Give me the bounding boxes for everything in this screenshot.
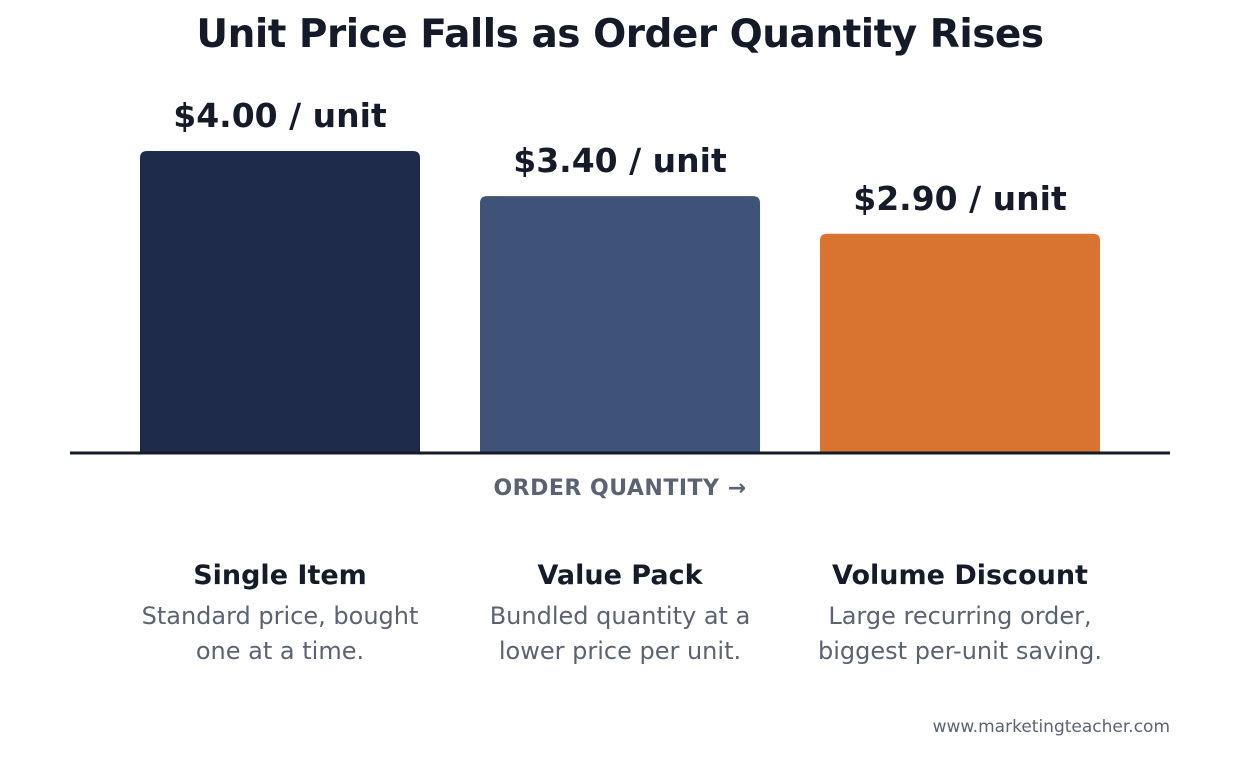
category-name: Single Item: [193, 560, 367, 591]
category-description: Large recurring order, biggest per-unit …: [800, 599, 1120, 669]
bar-value-label: $2.90 / unit: [853, 179, 1067, 218]
chart-title: Unit Price Falls as Order Quantity Rises: [196, 12, 1044, 57]
bar-value-label: $4.00 / unit: [173, 96, 387, 135]
source-credit: www.marketingteacher.com: [932, 717, 1170, 737]
bar-value-pack: [480, 196, 760, 452]
category-name: Value Pack: [537, 560, 703, 591]
category-block-single-item: Single Item Standard price, bought one a…: [120, 560, 440, 669]
category-block-value-pack: Value Pack Bundled quantity at a lower p…: [460, 560, 780, 669]
bar-volume-discount: [820, 233, 1100, 452]
category-description-line: biggest per-unit saving.: [818, 637, 1102, 665]
category-description-line: one at a time.: [195, 637, 365, 665]
x-axis-label: ORDER QUANTITY →: [493, 476, 747, 501]
category-description: Bundled quantity at a lower price per un…: [460, 599, 780, 669]
category-description-line: Large recurring order,: [828, 602, 1092, 630]
category-block-volume-discount: Volume Discount Large recurring order, b…: [800, 560, 1120, 669]
category-name: Volume Discount: [832, 560, 1088, 591]
category-description-line: Bundled quantity at a: [489, 602, 751, 630]
category-description: Standard price, bought one at a time.: [120, 599, 440, 669]
category-description-line: Standard price, bought: [141, 602, 419, 630]
category-description-line: lower price per unit.: [498, 637, 742, 665]
bar-value-label: $3.40 / unit: [513, 141, 727, 180]
bar-single-item: [140, 151, 420, 452]
